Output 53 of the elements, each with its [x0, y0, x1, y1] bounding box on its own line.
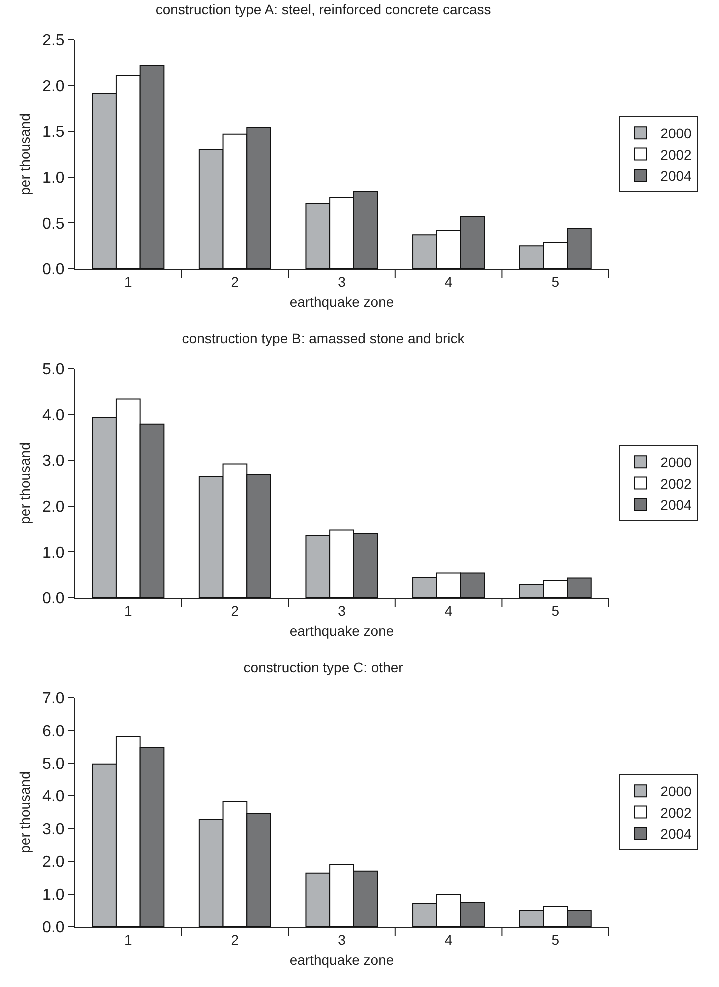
legend-label: 2002 [660, 804, 692, 821]
x-tick-label: 5 [552, 932, 560, 948]
legend-label: 2004 [660, 168, 692, 184]
y-tick-label: 0.5 [42, 216, 65, 233]
y-tick-label: 5.0 [42, 362, 65, 379]
x-tick-label: 5 [552, 274, 560, 290]
y-tick-label: 0.0 [42, 262, 65, 279]
x-tick-label: 4 [444, 602, 453, 619]
y-tick-label: 1.0 [42, 544, 65, 562]
chart-title: construction type B: amassed stone and brick [182, 330, 466, 347]
y-tick-label: 4.0 [42, 788, 65, 806]
y-tick-label: 1.0 [42, 170, 65, 187]
x-tick-label: 2 [231, 602, 240, 619]
y-axis-title: per thousand [17, 772, 34, 854]
chart-title: construction type A: steel, reinforced concrete carcass [156, 2, 492, 18]
y-tick-label: 6.0 [42, 723, 65, 740]
y-tick-label: 2.0 [42, 854, 65, 872]
x-tick-label: 3 [338, 274, 346, 290]
y-tick-label: 0.0 [42, 920, 65, 937]
y-tick-label: 4.0 [42, 407, 65, 424]
y-tick-label: 2.5 [42, 32, 65, 50]
x-tick-label: 3 [338, 602, 346, 619]
y-tick-label: 1.5 [42, 124, 65, 142]
y-tick-label: 3.0 [42, 821, 65, 838]
legend-label: 2000 [660, 784, 692, 800]
x-tick-label: 4 [444, 932, 453, 948]
y-tick-label: 0.0 [42, 590, 65, 608]
x-tick-label: 1 [124, 932, 132, 948]
legend-label: 2002 [660, 476, 692, 492]
x-tick-label: 5 [552, 602, 560, 619]
x-axis-title: earthquake zone [290, 952, 394, 968]
legend-label: 2004 [660, 826, 692, 842]
y-tick-label: 2.0 [42, 499, 65, 516]
x-tick-label: 1 [124, 274, 132, 290]
x-tick-label: 2 [231, 932, 240, 948]
y-tick-label: 7.0 [42, 690, 65, 708]
x-tick-label: 4 [444, 274, 453, 290]
chart-title: construction type C: other [244, 660, 404, 676]
x-tick-label: 2 [231, 274, 240, 290]
y-tick-label: 1.0 [42, 886, 65, 904]
legend-label: 2002 [660, 146, 692, 163]
y-tick-label: 3.0 [42, 453, 65, 470]
x-tick-label: 3 [338, 932, 346, 948]
y-axis-title: per thousand [17, 114, 34, 196]
y-axis-title: per thousand [17, 442, 34, 524]
legend-label: 2000 [660, 454, 692, 471]
x-axis-title: earthquake zone [290, 294, 394, 310]
y-tick-label: 5.0 [42, 756, 65, 774]
x-axis-title: earthquake zone [290, 623, 394, 640]
legend-label: 2000 [660, 126, 692, 142]
y-tick-label: 2.0 [42, 78, 65, 96]
legend-label: 2004 [660, 496, 692, 513]
x-tick-label: 1 [124, 602, 132, 619]
